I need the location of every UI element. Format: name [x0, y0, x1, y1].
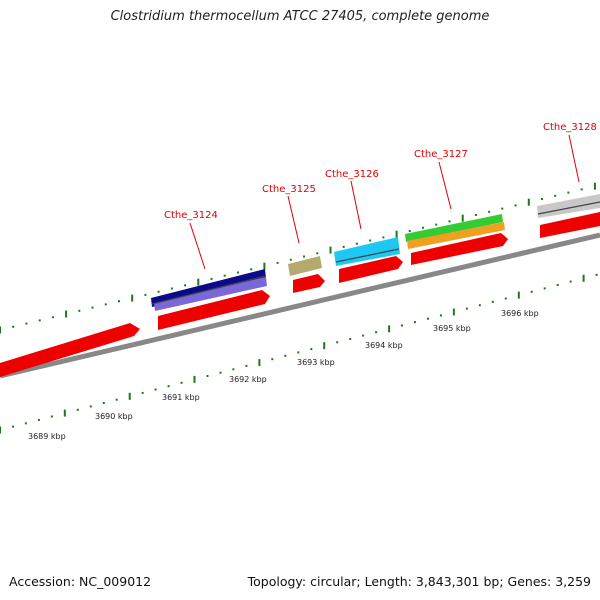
position-label-3694: 3694 kbp — [365, 341, 403, 350]
gene-label-leaders — [189, 134, 580, 270]
map-title: Clostridium thermocellum ATCC 27405, com… — [110, 9, 490, 24]
gene-label-cthe-3127[interactable]: Cthe_3127 — [414, 149, 468, 160]
position-label-3689: 3689 kbp — [28, 432, 66, 441]
cog-bar-lavender[interactable] — [154, 277, 267, 311]
position-label-3693: 3693 kbp — [297, 358, 335, 367]
cds-arrow[interactable] — [0, 323, 140, 377]
gene-labels: Cthe_3124 Cthe_3125 Cthe_3126 Cthe_3127 … — [164, 122, 597, 221]
position-label-3690: 3690 kbp — [95, 412, 133, 421]
cog-bar-green[interactable] — [405, 214, 503, 242]
cds-arrow[interactable] — [339, 256, 403, 283]
position-label-3691: 3691 kbp — [162, 393, 200, 402]
position-label-3692: 3692 kbp — [229, 375, 267, 384]
cds-separators — [151, 201, 600, 305]
genome-summary-text: Topology: circular; Length: 3,843,301 bp… — [247, 574, 591, 589]
gene-label-cthe-3125[interactable]: Cthe_3125 — [262, 184, 316, 195]
cog-bar-khaki[interactable] — [288, 256, 322, 276]
cds-arrow[interactable] — [293, 274, 325, 293]
gene-label-cthe-3128[interactable]: Cthe_3128 — [543, 122, 597, 133]
position-label-3696: 3696 kbp — [501, 309, 539, 318]
backbone-line — [0, 232, 600, 379]
position-labels: 3689 kbp 3690 kbp 3691 kbp 3692 kbp 3693… — [28, 309, 539, 441]
gene-label-cthe-3124[interactable]: Cthe_3124 — [164, 210, 218, 221]
accession-text: Accession: NC_009012 — [9, 574, 152, 589]
cds-arrow[interactable] — [158, 290, 270, 330]
cog-bar-orange[interactable] — [407, 222, 505, 249]
position-label-3695: 3695 kbp — [433, 324, 471, 333]
cds-arrow[interactable] — [540, 212, 600, 238]
gene-label-cthe-3126[interactable]: Cthe_3126 — [325, 169, 379, 180]
cds-arrow[interactable] — [411, 233, 508, 265]
cds-forward-track — [0, 212, 600, 377]
tick-marks — [0, 182, 598, 434]
cog-bar-gray[interactable] — [537, 194, 600, 218]
